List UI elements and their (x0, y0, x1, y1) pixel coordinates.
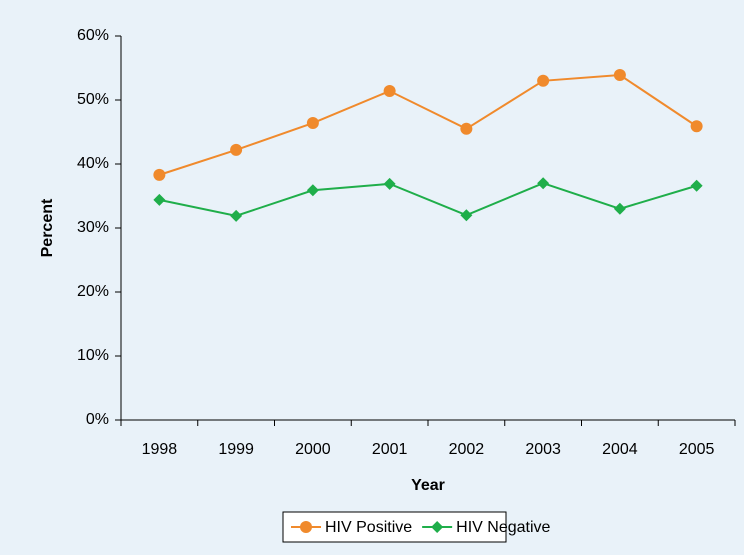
x-tick-label: 1999 (218, 441, 254, 458)
legend-marker (431, 521, 444, 533)
x-tick-label: 2002 (449, 441, 485, 458)
line (159, 182, 697, 217)
marker (306, 184, 319, 197)
marker (153, 168, 166, 181)
marker (230, 143, 243, 156)
y-tick-label: 50% (77, 91, 109, 108)
x-tick-label: 2003 (525, 441, 561, 458)
marker (460, 122, 473, 135)
marker (690, 179, 703, 192)
marker (613, 69, 626, 82)
marker (537, 177, 550, 190)
marker (230, 209, 243, 222)
x-tick-label: 2001 (372, 441, 408, 458)
marker (537, 74, 550, 87)
x-tick-label: 2004 (602, 441, 638, 458)
line (159, 74, 698, 176)
y-axis-label: Percent (39, 198, 56, 257)
marker (460, 209, 473, 222)
x-tick-label: 1998 (142, 441, 178, 458)
marker (690, 120, 703, 133)
x-tick-label: 2000 (295, 441, 331, 458)
marker (383, 85, 396, 98)
legend-marker (300, 521, 312, 533)
y-tick-label: 40% (77, 155, 109, 172)
marker (153, 193, 166, 206)
marker (613, 202, 626, 215)
y-tick-label: 0% (86, 411, 109, 428)
marker (383, 177, 396, 190)
marker (306, 117, 319, 130)
y-tick-label: 20% (77, 283, 109, 300)
x-axis-label: Year (411, 477, 445, 494)
y-tick-label: 30% (77, 219, 109, 236)
x-tick-label: 2005 (679, 441, 715, 458)
legend-label: HIV Positive (325, 519, 412, 536)
y-tick-label: 10% (77, 347, 109, 364)
legend-label: HIV Negative (456, 519, 550, 536)
y-tick-label: 60% (77, 27, 109, 44)
